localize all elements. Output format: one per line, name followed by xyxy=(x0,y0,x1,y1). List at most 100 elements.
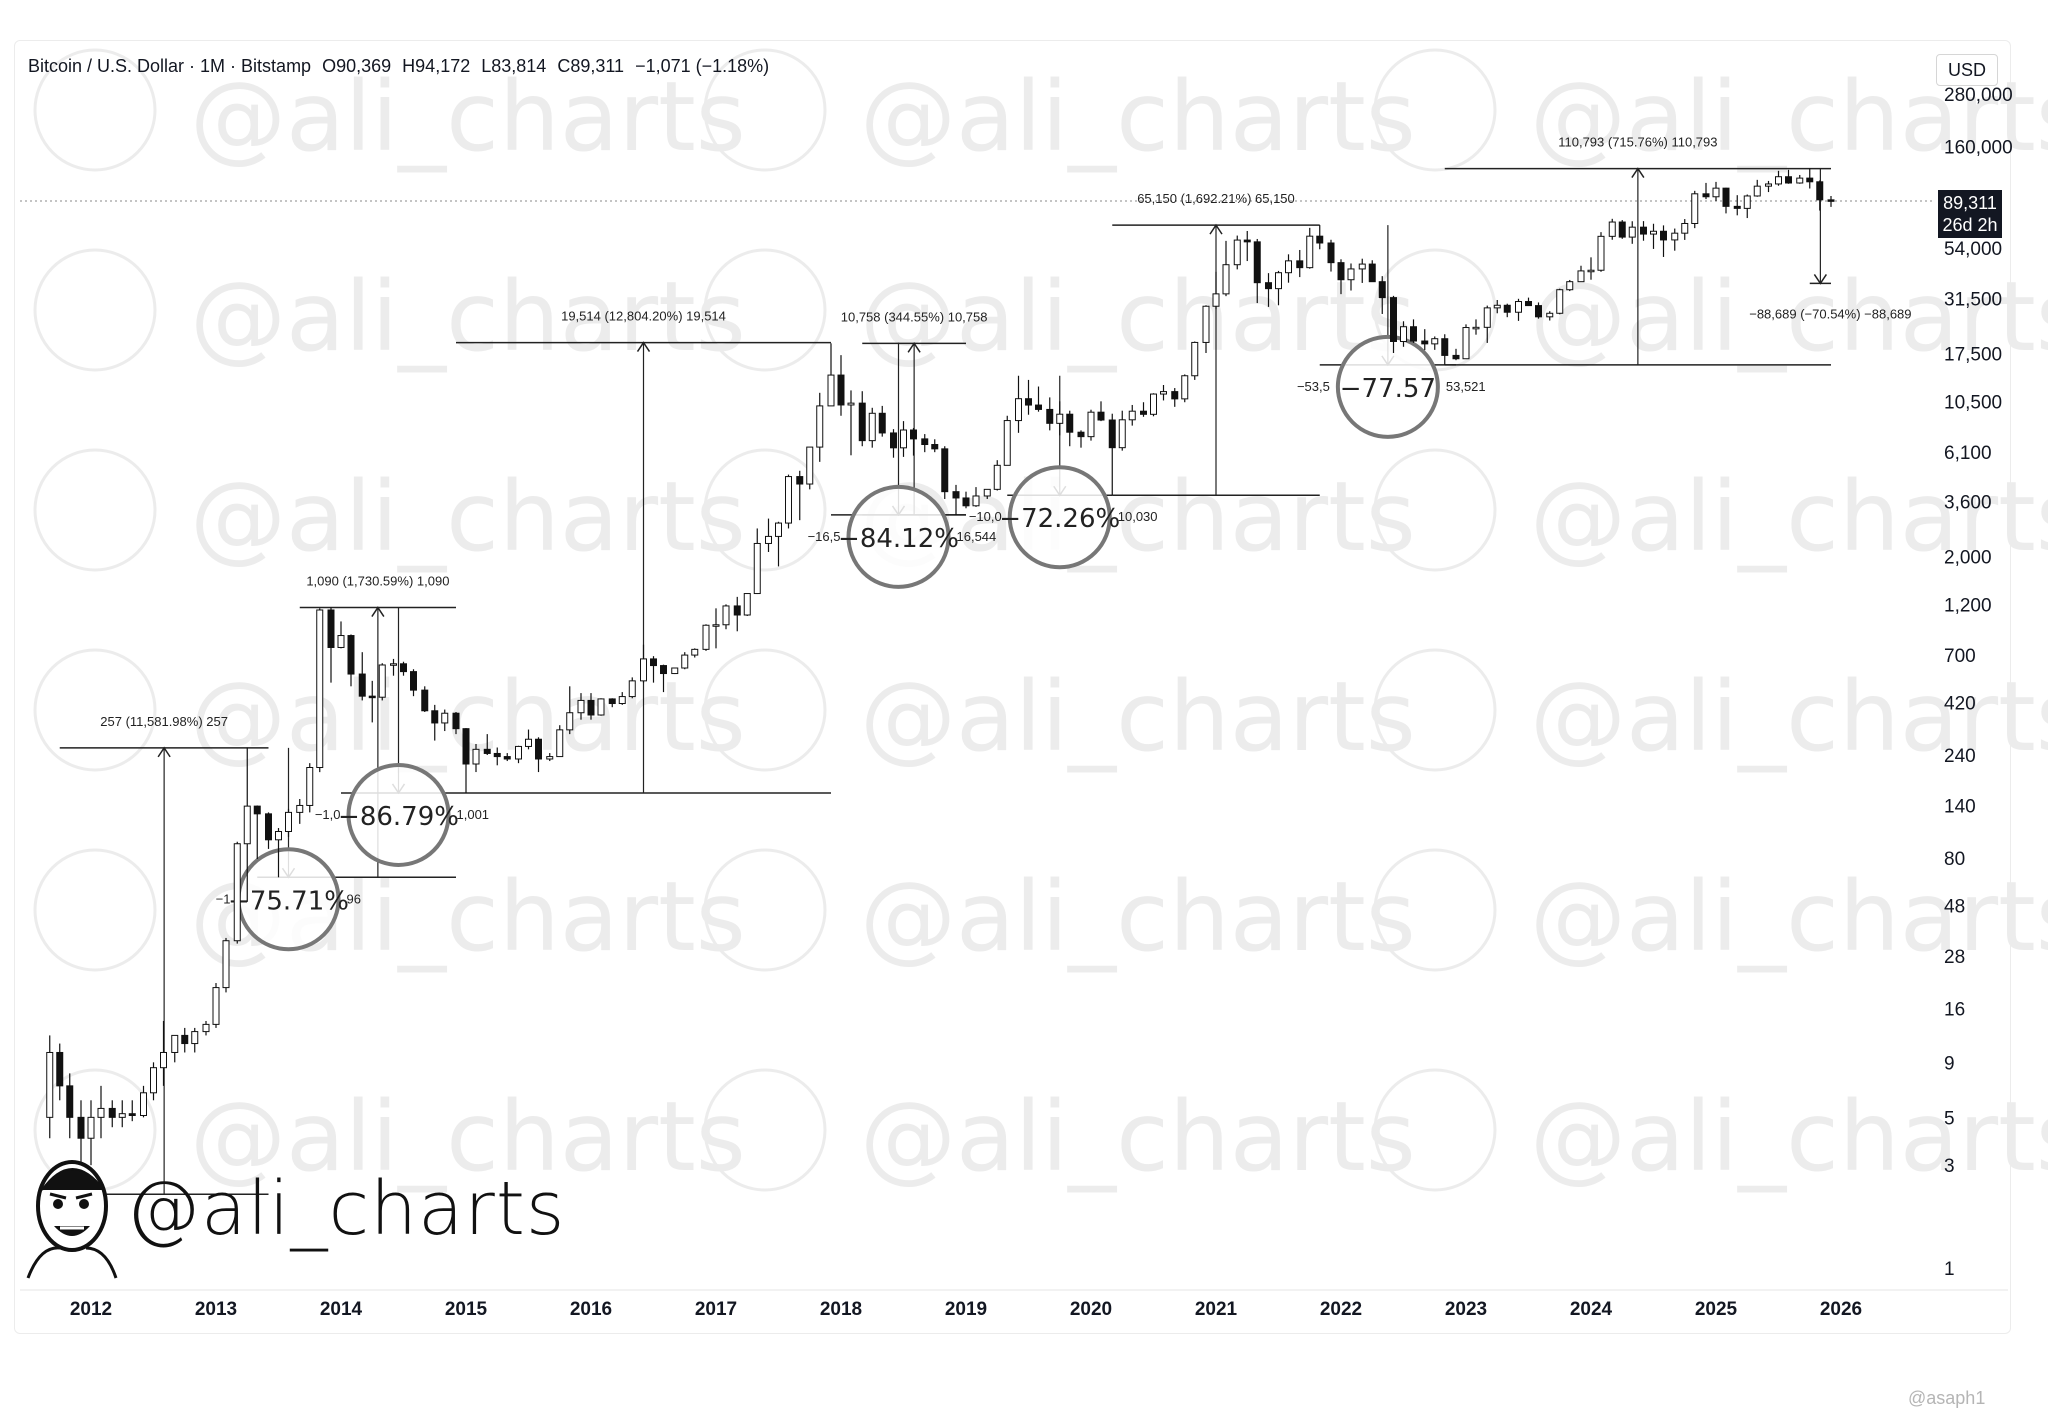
candle-up xyxy=(1306,235,1314,269)
x-tick-label: 2015 xyxy=(445,1299,488,1320)
candle-down xyxy=(327,609,335,648)
drawdown-value: 53,521 xyxy=(1446,379,1486,394)
drawdown-percent: −84.12% xyxy=(838,524,959,554)
candle-up xyxy=(1608,221,1616,237)
drawdown-value: 10,030 xyxy=(1118,509,1158,524)
candle-down xyxy=(1390,297,1397,342)
x-tick-label: 2016 xyxy=(570,1299,612,1320)
candle-down xyxy=(660,665,667,675)
candle-up xyxy=(702,624,710,650)
logo-handle: @ali_charts xyxy=(126,1166,566,1252)
candle-up xyxy=(785,476,792,524)
y-tick-label: 3 xyxy=(1944,1156,1955,1177)
rally-arrowhead xyxy=(157,746,171,758)
candle-down xyxy=(1806,177,1814,183)
y-tick-label: 80 xyxy=(1944,849,1965,870)
watermark-face-icon xyxy=(1373,448,1497,572)
ohlc-low: L83,814 xyxy=(481,56,547,76)
candle-up xyxy=(1597,235,1605,271)
candle-down xyxy=(921,438,929,446)
watermark-face-icon xyxy=(1373,648,1497,772)
y-tick-label: 48 xyxy=(1944,897,1965,918)
rally-arrowhead xyxy=(1631,167,1645,179)
candle-down xyxy=(535,738,542,760)
x-tick-label: 2026 xyxy=(1820,1299,1862,1320)
y-tick-label: 16 xyxy=(1944,999,1965,1020)
candle-up xyxy=(191,1031,199,1045)
watermark-text: @ali_charts xyxy=(860,861,1416,973)
candle-up xyxy=(390,663,397,666)
candle-down xyxy=(1722,187,1730,207)
candle-up xyxy=(1150,393,1157,415)
y-tick-label: 3,600 xyxy=(1944,493,1992,514)
candle-up xyxy=(316,609,324,769)
candle-down xyxy=(1368,263,1376,283)
price-change: −1,071 (−1.18%) xyxy=(635,56,770,76)
candle-down xyxy=(1640,226,1647,235)
rally-arrowhead xyxy=(907,341,921,353)
watermark-face-icon xyxy=(1373,848,1497,972)
drawdown-highlight-circle xyxy=(346,762,451,867)
candle-up xyxy=(827,374,835,407)
drawdown-highlight-circle xyxy=(846,484,951,589)
candle-down xyxy=(1535,305,1542,318)
x-tick-label: 2019 xyxy=(945,1299,987,1320)
rally-arrowhead xyxy=(371,606,385,617)
candle-down xyxy=(1265,282,1272,290)
candle-down xyxy=(347,635,355,675)
candle-up xyxy=(296,804,304,813)
candle-down xyxy=(650,658,657,667)
rally-label: 257 (11,581.98%) 257 xyxy=(100,714,228,729)
rally-label: 19,514 (12,804.20%) 19,514 xyxy=(561,309,726,324)
drawdown-value: 1,001 xyxy=(457,807,490,822)
candle-down xyxy=(493,752,501,758)
ohlc-close: C89,311 xyxy=(557,56,625,76)
y-tick-label: 10,500 xyxy=(1944,392,2002,413)
x-tick-label: 2021 xyxy=(1195,1299,1238,1320)
y-tick-label: 420 xyxy=(1944,694,1976,715)
watermark-face-icon xyxy=(703,48,827,172)
candle-up xyxy=(1775,176,1782,185)
candle-up xyxy=(1472,326,1480,330)
candle-down xyxy=(1410,326,1417,342)
rally-arrowhead xyxy=(636,341,651,353)
candle-up xyxy=(722,605,730,626)
ohlc-high: H94,172 xyxy=(402,56,471,76)
y-tick-label: 9 xyxy=(1944,1053,1955,1074)
candle-down xyxy=(1066,413,1074,433)
rally-label: 1,090 (1,730.59%) 1,090 xyxy=(306,574,449,589)
watermark-text: @ali_charts xyxy=(860,661,1416,773)
rally-label: 10,758 (344.55%) 10,758 xyxy=(841,309,988,324)
drawdown-arrowhead xyxy=(1813,274,1828,285)
candle-up xyxy=(1671,232,1679,241)
candle-down xyxy=(858,402,866,442)
currency-button[interactable]: USD xyxy=(1936,54,1998,86)
drawdown-percent: −72.26% xyxy=(999,504,1120,534)
y-tick-label: 31,500 xyxy=(1944,290,2002,311)
candle-up xyxy=(1566,281,1574,291)
drawdown-label: −88,689 (−70.54%) −88,689 xyxy=(1749,306,1911,321)
candle-down xyxy=(1253,241,1261,284)
candle-up xyxy=(1358,263,1366,270)
x-tick-label: 2020 xyxy=(1070,1299,1112,1320)
watermark-face-icon xyxy=(1373,1068,1497,1192)
candle-up xyxy=(1765,183,1772,187)
drawdown-label: −16,5 xyxy=(808,529,841,544)
last-price: 89,311 xyxy=(1943,193,1997,213)
drawdown-percent: −86.79% xyxy=(338,802,459,832)
drawdown-percent: −77.57 xyxy=(1340,374,1436,404)
candle-down xyxy=(1503,304,1511,313)
x-tick-label: 2024 xyxy=(1570,1299,1613,1320)
drawdown-value: 96 xyxy=(347,891,361,906)
ali-charts-face-logo xyxy=(26,1160,118,1279)
candle-up xyxy=(472,748,480,765)
watermark-text: @ali_charts xyxy=(860,61,1416,173)
candle-up xyxy=(222,940,230,989)
candle-down xyxy=(421,689,429,712)
chart-frame xyxy=(14,40,2011,1334)
candle-up xyxy=(202,1023,210,1033)
candle-up xyxy=(1743,195,1751,209)
candle-up xyxy=(525,738,532,747)
watermark-face-icon xyxy=(703,448,827,572)
